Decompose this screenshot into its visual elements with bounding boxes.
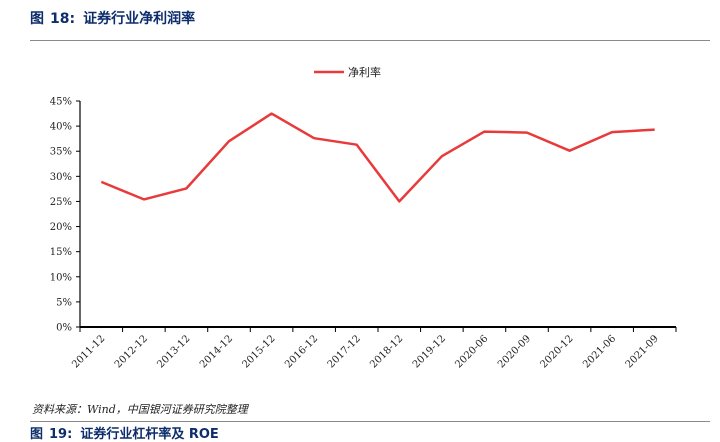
- y-tick-label: 5%: [56, 297, 72, 308]
- y-tick-label: 25%: [50, 197, 72, 208]
- y-tick-label: 35%: [50, 147, 72, 158]
- x-tick-label: 2012-12: [113, 333, 150, 370]
- x-tick-label: 2019-12: [411, 333, 448, 370]
- x-tick-label: 2020-06: [453, 333, 490, 370]
- y-tick-label: 15%: [50, 247, 72, 258]
- y-tick-label: 30%: [50, 172, 72, 183]
- y-tick-label: 20%: [50, 222, 72, 233]
- legend-label: 净利率: [348, 65, 381, 79]
- x-tick-label: 2013-12: [155, 333, 192, 370]
- x-tick-label: 2018-12: [368, 333, 405, 370]
- x-tick-label: 2011-12: [70, 333, 107, 370]
- x-tick-label: 2020-09: [496, 333, 533, 370]
- next-figure-title-text: 证券行业杠杆率及 ROE: [80, 427, 218, 442]
- next-figure-number: 19:: [49, 427, 72, 442]
- x-tick-label: 2020-12: [539, 333, 576, 370]
- y-tick-label: 0%: [56, 323, 72, 334]
- x-tick-label: 2016-12: [283, 333, 320, 370]
- x-tick-label: 2021-06: [581, 333, 618, 370]
- x-tick-label: 2015-12: [241, 333, 278, 370]
- next-figure-label: 图: [30, 427, 43, 442]
- series-line: [101, 114, 654, 202]
- next-figure-title: 图 19: 证券行业杠杆率及 ROE: [30, 423, 219, 442]
- source-note: 资料来源：Wind，中国银河证券研究院整理: [32, 401, 248, 417]
- bottom-rule: [30, 421, 710, 422]
- y-tick-label: 10%: [50, 272, 72, 283]
- y-tick-label: 40%: [50, 122, 72, 133]
- x-tick-label: 2021-09: [624, 333, 661, 370]
- x-tick-label: 2017-12: [326, 333, 363, 370]
- y-tick-label: 45%: [50, 97, 72, 108]
- x-tick-label: 2014-12: [198, 333, 235, 370]
